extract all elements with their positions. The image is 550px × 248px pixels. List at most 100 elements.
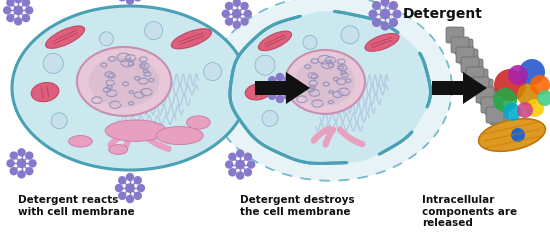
FancyBboxPatch shape [460, 49, 478, 65]
Circle shape [119, 0, 126, 1]
Circle shape [519, 59, 545, 85]
FancyBboxPatch shape [490, 109, 508, 125]
Text: Detergent reacts
with cell membrane: Detergent reacts with cell membrane [18, 195, 135, 217]
Circle shape [119, 192, 126, 199]
Circle shape [244, 153, 251, 160]
FancyBboxPatch shape [471, 77, 489, 93]
Ellipse shape [77, 47, 171, 116]
Circle shape [284, 92, 291, 99]
Circle shape [236, 150, 244, 157]
Circle shape [244, 10, 251, 17]
Circle shape [493, 88, 517, 112]
Circle shape [26, 7, 32, 14]
Circle shape [23, 15, 30, 22]
Circle shape [43, 53, 63, 73]
Polygon shape [12, 6, 248, 170]
Circle shape [126, 184, 134, 192]
Circle shape [23, 0, 30, 6]
Polygon shape [255, 72, 310, 104]
FancyBboxPatch shape [481, 97, 499, 113]
Circle shape [381, 9, 389, 19]
FancyBboxPatch shape [451, 37, 469, 53]
Circle shape [26, 168, 33, 175]
Circle shape [303, 35, 317, 49]
FancyBboxPatch shape [475, 79, 493, 95]
Circle shape [276, 95, 283, 102]
Circle shape [341, 26, 359, 44]
Circle shape [222, 10, 229, 17]
Ellipse shape [245, 84, 271, 100]
Ellipse shape [478, 119, 546, 151]
Ellipse shape [109, 145, 128, 155]
Circle shape [530, 75, 550, 95]
FancyBboxPatch shape [486, 107, 504, 123]
Circle shape [7, 15, 14, 22]
Circle shape [537, 90, 550, 106]
Circle shape [511, 128, 525, 142]
Circle shape [145, 22, 163, 40]
FancyBboxPatch shape [461, 57, 479, 73]
Circle shape [233, 10, 241, 18]
Circle shape [116, 185, 123, 191]
Ellipse shape [69, 136, 92, 147]
Circle shape [517, 102, 533, 118]
Circle shape [15, 0, 21, 3]
Circle shape [233, 0, 240, 6]
Circle shape [381, 0, 389, 6]
Circle shape [126, 174, 134, 181]
Circle shape [229, 153, 236, 160]
Circle shape [241, 2, 248, 9]
Circle shape [373, 19, 381, 26]
Circle shape [255, 55, 275, 75]
Ellipse shape [46, 26, 85, 48]
FancyBboxPatch shape [470, 69, 488, 85]
Circle shape [126, 0, 134, 4]
Circle shape [229, 169, 236, 176]
Ellipse shape [186, 116, 210, 129]
Circle shape [236, 160, 244, 169]
Circle shape [10, 168, 17, 175]
Circle shape [18, 159, 26, 168]
Circle shape [526, 99, 544, 117]
Ellipse shape [285, 50, 365, 114]
Circle shape [100, 32, 113, 46]
Circle shape [284, 77, 291, 84]
Circle shape [287, 85, 294, 92]
Ellipse shape [31, 83, 59, 102]
Text: Intracellular
components are
released: Intracellular components are released [422, 195, 517, 228]
FancyBboxPatch shape [455, 39, 473, 55]
Circle shape [508, 65, 528, 85]
Ellipse shape [258, 31, 292, 51]
Circle shape [494, 69, 526, 101]
Circle shape [226, 18, 233, 25]
Circle shape [10, 152, 17, 159]
Circle shape [373, 2, 381, 9]
Circle shape [389, 2, 397, 9]
Circle shape [248, 161, 255, 168]
Circle shape [265, 85, 272, 92]
Circle shape [276, 84, 284, 92]
Circle shape [18, 171, 25, 178]
Circle shape [268, 92, 276, 99]
Circle shape [236, 172, 244, 179]
Circle shape [226, 2, 233, 9]
FancyBboxPatch shape [446, 27, 464, 43]
Circle shape [14, 6, 23, 14]
Circle shape [389, 19, 397, 26]
Polygon shape [208, 0, 452, 181]
FancyBboxPatch shape [476, 87, 494, 103]
Circle shape [119, 177, 126, 184]
FancyBboxPatch shape [466, 67, 484, 83]
Circle shape [26, 152, 33, 159]
FancyBboxPatch shape [480, 89, 498, 105]
Circle shape [18, 149, 25, 156]
Circle shape [4, 7, 10, 14]
Circle shape [29, 160, 36, 167]
Ellipse shape [156, 126, 203, 145]
Ellipse shape [105, 120, 167, 141]
FancyBboxPatch shape [456, 47, 474, 63]
Circle shape [381, 22, 389, 30]
Circle shape [503, 103, 521, 121]
Circle shape [517, 84, 539, 106]
Circle shape [126, 195, 134, 203]
